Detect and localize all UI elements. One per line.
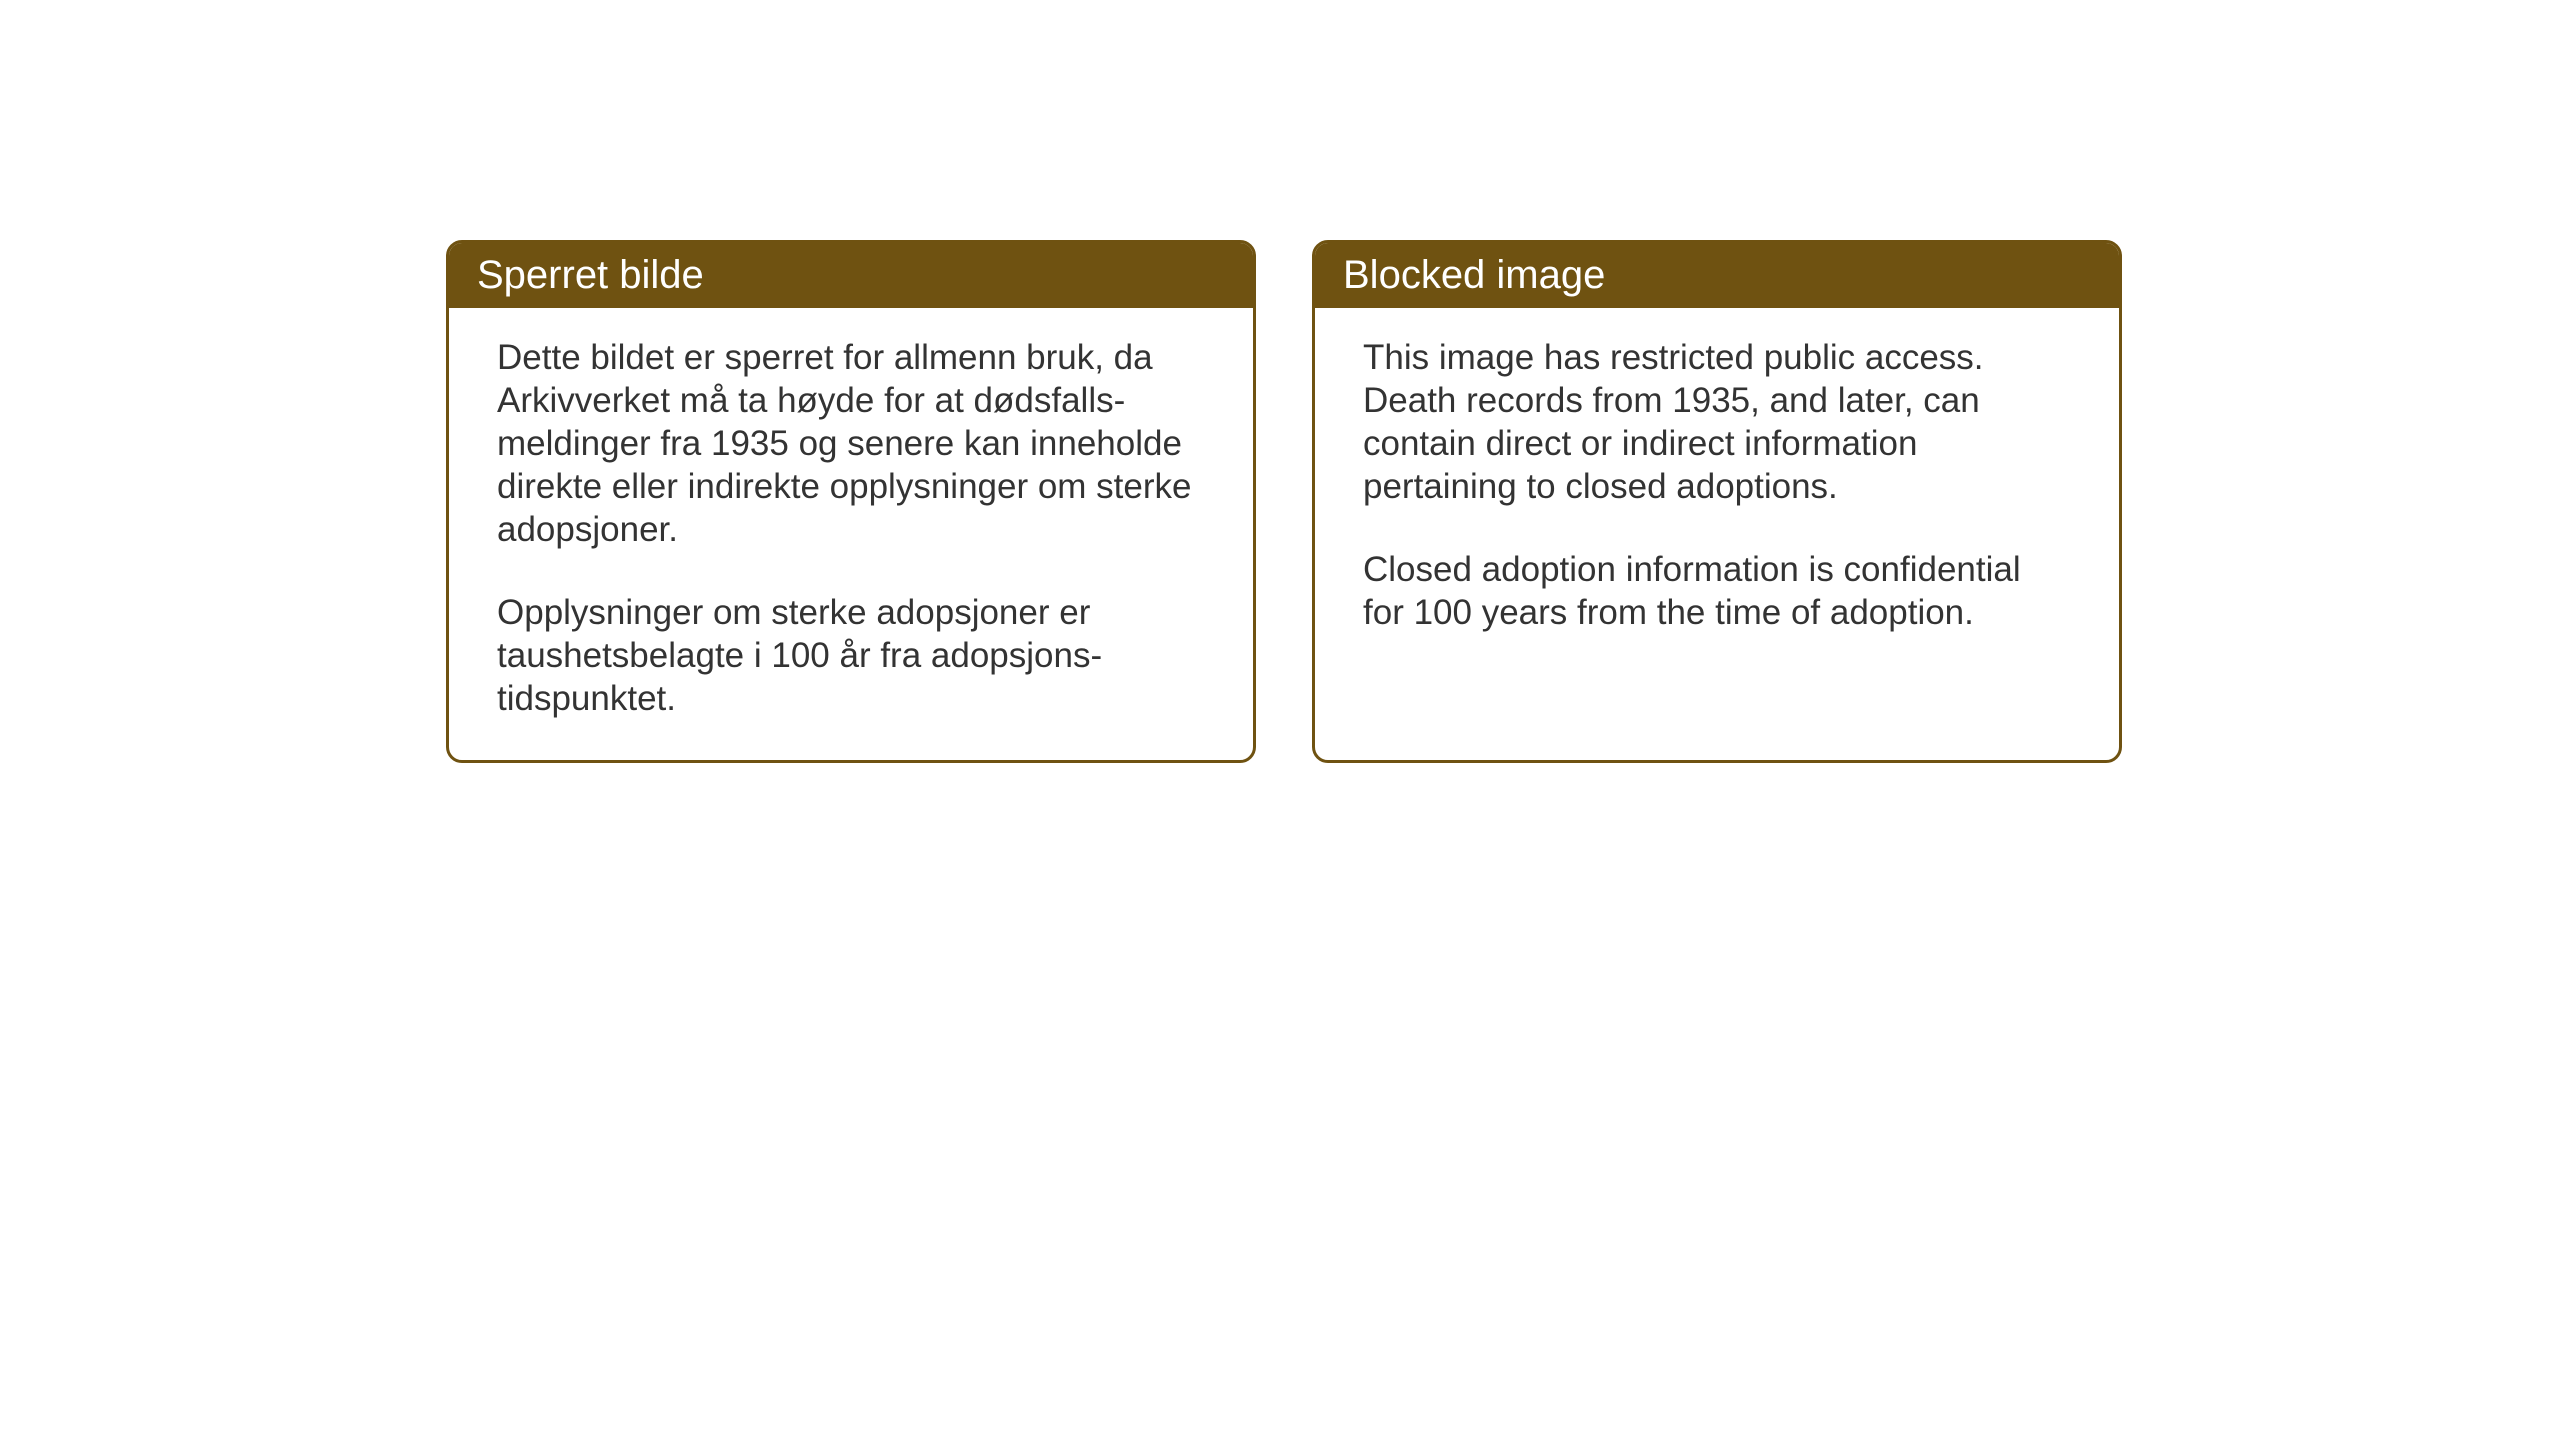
notice-card-english: Blocked image This image has restricted … [1312, 240, 2122, 763]
notice-body-norwegian: Dette bildet er sperret for allmenn bruk… [449, 308, 1253, 760]
notice-header-norwegian: Sperret bilde [449, 243, 1253, 308]
notice-container: Sperret bilde Dette bildet er sperret fo… [446, 240, 2122, 763]
notice-paragraph: Dette bildet er sperret for allmenn bruk… [497, 336, 1205, 551]
notice-paragraph: This image has restricted public access.… [1363, 336, 2071, 508]
notice-paragraph: Opplysninger om sterke adopsjoner er tau… [497, 591, 1205, 720]
notice-header-english: Blocked image [1315, 243, 2119, 308]
notice-body-english: This image has restricted public access.… [1315, 308, 2119, 728]
notice-card-norwegian: Sperret bilde Dette bildet er sperret fo… [446, 240, 1256, 763]
notice-paragraph: Closed adoption information is confident… [1363, 548, 2071, 634]
